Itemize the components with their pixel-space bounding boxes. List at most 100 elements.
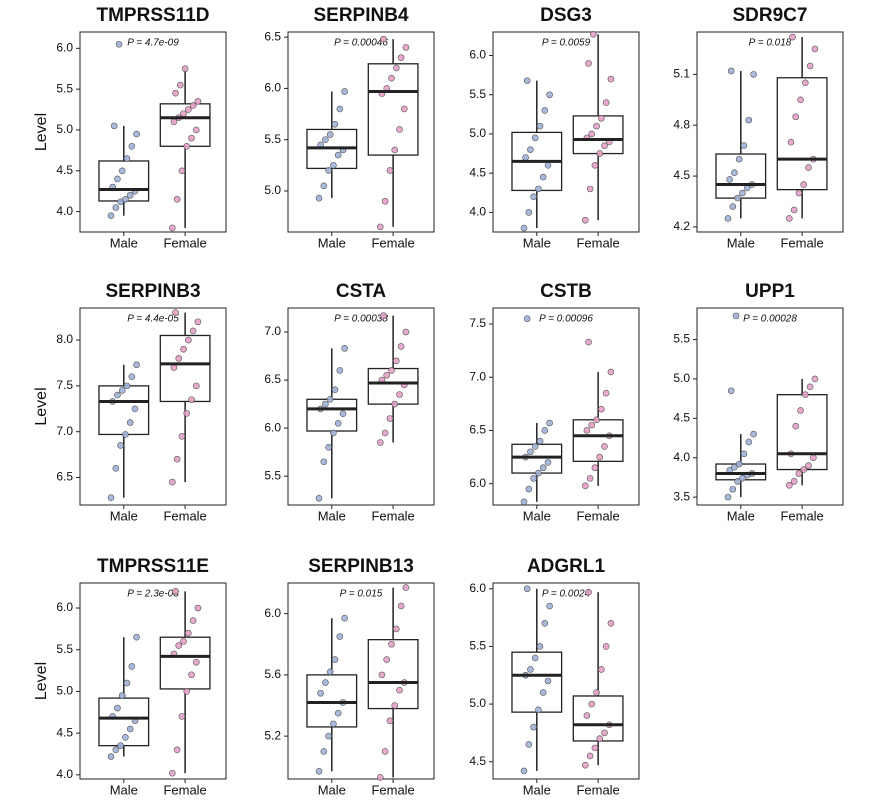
box <box>98 160 150 202</box>
data-point <box>393 64 400 72</box>
annotation: P = 0.00028 <box>743 314 797 325</box>
y-tick-label: 5.0 <box>673 371 690 385</box>
chart-title: CSTA <box>336 281 387 302</box>
y-axis-label: Level <box>33 662 50 700</box>
data-point <box>110 122 118 130</box>
data-point <box>325 167 332 174</box>
y-axis-label: Level <box>33 113 50 151</box>
y-tick-label: 5.5 <box>56 642 73 656</box>
chart-title: TMPRSS11D <box>97 5 210 26</box>
plot-frame <box>287 582 435 780</box>
data-point <box>792 113 800 121</box>
data-point <box>126 419 134 426</box>
annotation: P = 2.3e-08 <box>127 589 179 600</box>
data-point <box>740 450 748 458</box>
y-tick-label: 4.8 <box>673 117 690 131</box>
y-tick-label: 4.5 <box>56 725 73 739</box>
x-tick-label: Male <box>110 508 138 523</box>
data-point <box>735 460 743 468</box>
data-point <box>122 431 129 438</box>
data-point <box>107 212 115 219</box>
data-point <box>401 105 408 113</box>
data-point <box>790 478 798 485</box>
data-point <box>522 154 529 161</box>
data-point <box>315 194 323 202</box>
y-tick-label: 5.1 <box>673 67 690 81</box>
data-point <box>386 167 394 174</box>
data-point <box>194 604 202 612</box>
data-point <box>114 391 121 399</box>
data-point <box>541 427 549 434</box>
data-point <box>131 405 139 413</box>
data-point <box>123 679 131 687</box>
data-point <box>122 733 129 741</box>
data-point <box>586 752 594 760</box>
data-point <box>588 421 596 429</box>
data-point <box>189 617 197 624</box>
data-point <box>598 666 605 673</box>
data-point <box>523 315 531 322</box>
data-point <box>341 88 348 95</box>
data-point <box>536 437 544 445</box>
x-tick-label: Female <box>371 508 414 523</box>
data-point <box>397 343 405 350</box>
box <box>306 398 358 432</box>
data-point <box>320 182 328 190</box>
data-point <box>802 391 809 398</box>
y-axis-label: Level <box>33 387 50 425</box>
data-point <box>530 193 537 201</box>
data-point <box>593 122 600 130</box>
data-point <box>396 126 403 133</box>
data-point <box>185 336 192 344</box>
data-point <box>330 162 337 169</box>
plot-frame <box>79 582 227 780</box>
data-point <box>334 420 342 427</box>
data-point <box>336 633 344 640</box>
data-point <box>169 769 176 777</box>
data-point <box>531 443 539 450</box>
chart-title: SERPINB4 <box>313 5 408 26</box>
data-point <box>596 735 604 742</box>
data-point <box>330 720 337 728</box>
data-point <box>727 387 735 395</box>
data-point <box>527 146 534 153</box>
data-point <box>377 223 384 231</box>
data-point <box>523 77 531 84</box>
data-point <box>800 181 808 188</box>
y-tick-label: 5.0 <box>264 183 281 197</box>
chart-title: SDR9C7 <box>733 5 808 26</box>
y-tick-label: 6.5 <box>264 372 281 386</box>
data-point <box>388 74 395 82</box>
y-tick-label: 6.5 <box>56 470 73 484</box>
data-point <box>193 382 200 390</box>
data-point <box>114 704 121 712</box>
data-point <box>381 429 389 437</box>
y-tick-label: 7.5 <box>56 378 73 392</box>
plot-frame <box>492 307 640 506</box>
data-point <box>607 620 615 627</box>
data-point <box>178 432 186 440</box>
data-point <box>585 588 592 596</box>
data-point <box>582 216 589 224</box>
y-tick-label: 5.5 <box>469 639 486 653</box>
data-point <box>381 748 389 755</box>
box <box>511 651 563 713</box>
data-point <box>792 422 800 430</box>
y-tick-label: 5.5 <box>264 468 281 482</box>
data-point <box>393 357 400 365</box>
data-point <box>789 33 796 41</box>
plot-frame <box>79 31 227 233</box>
y-tick-label: 4.5 <box>469 754 486 768</box>
data-point <box>326 131 334 138</box>
data-point <box>118 387 126 394</box>
y-tick-label: 6.5 <box>264 29 281 43</box>
data-point <box>188 134 195 142</box>
data-point <box>122 196 129 203</box>
data-point <box>189 102 197 109</box>
data-point <box>601 443 608 450</box>
data-point <box>805 164 812 171</box>
data-point <box>591 464 599 472</box>
data-point <box>602 99 610 106</box>
data-point <box>330 429 337 437</box>
